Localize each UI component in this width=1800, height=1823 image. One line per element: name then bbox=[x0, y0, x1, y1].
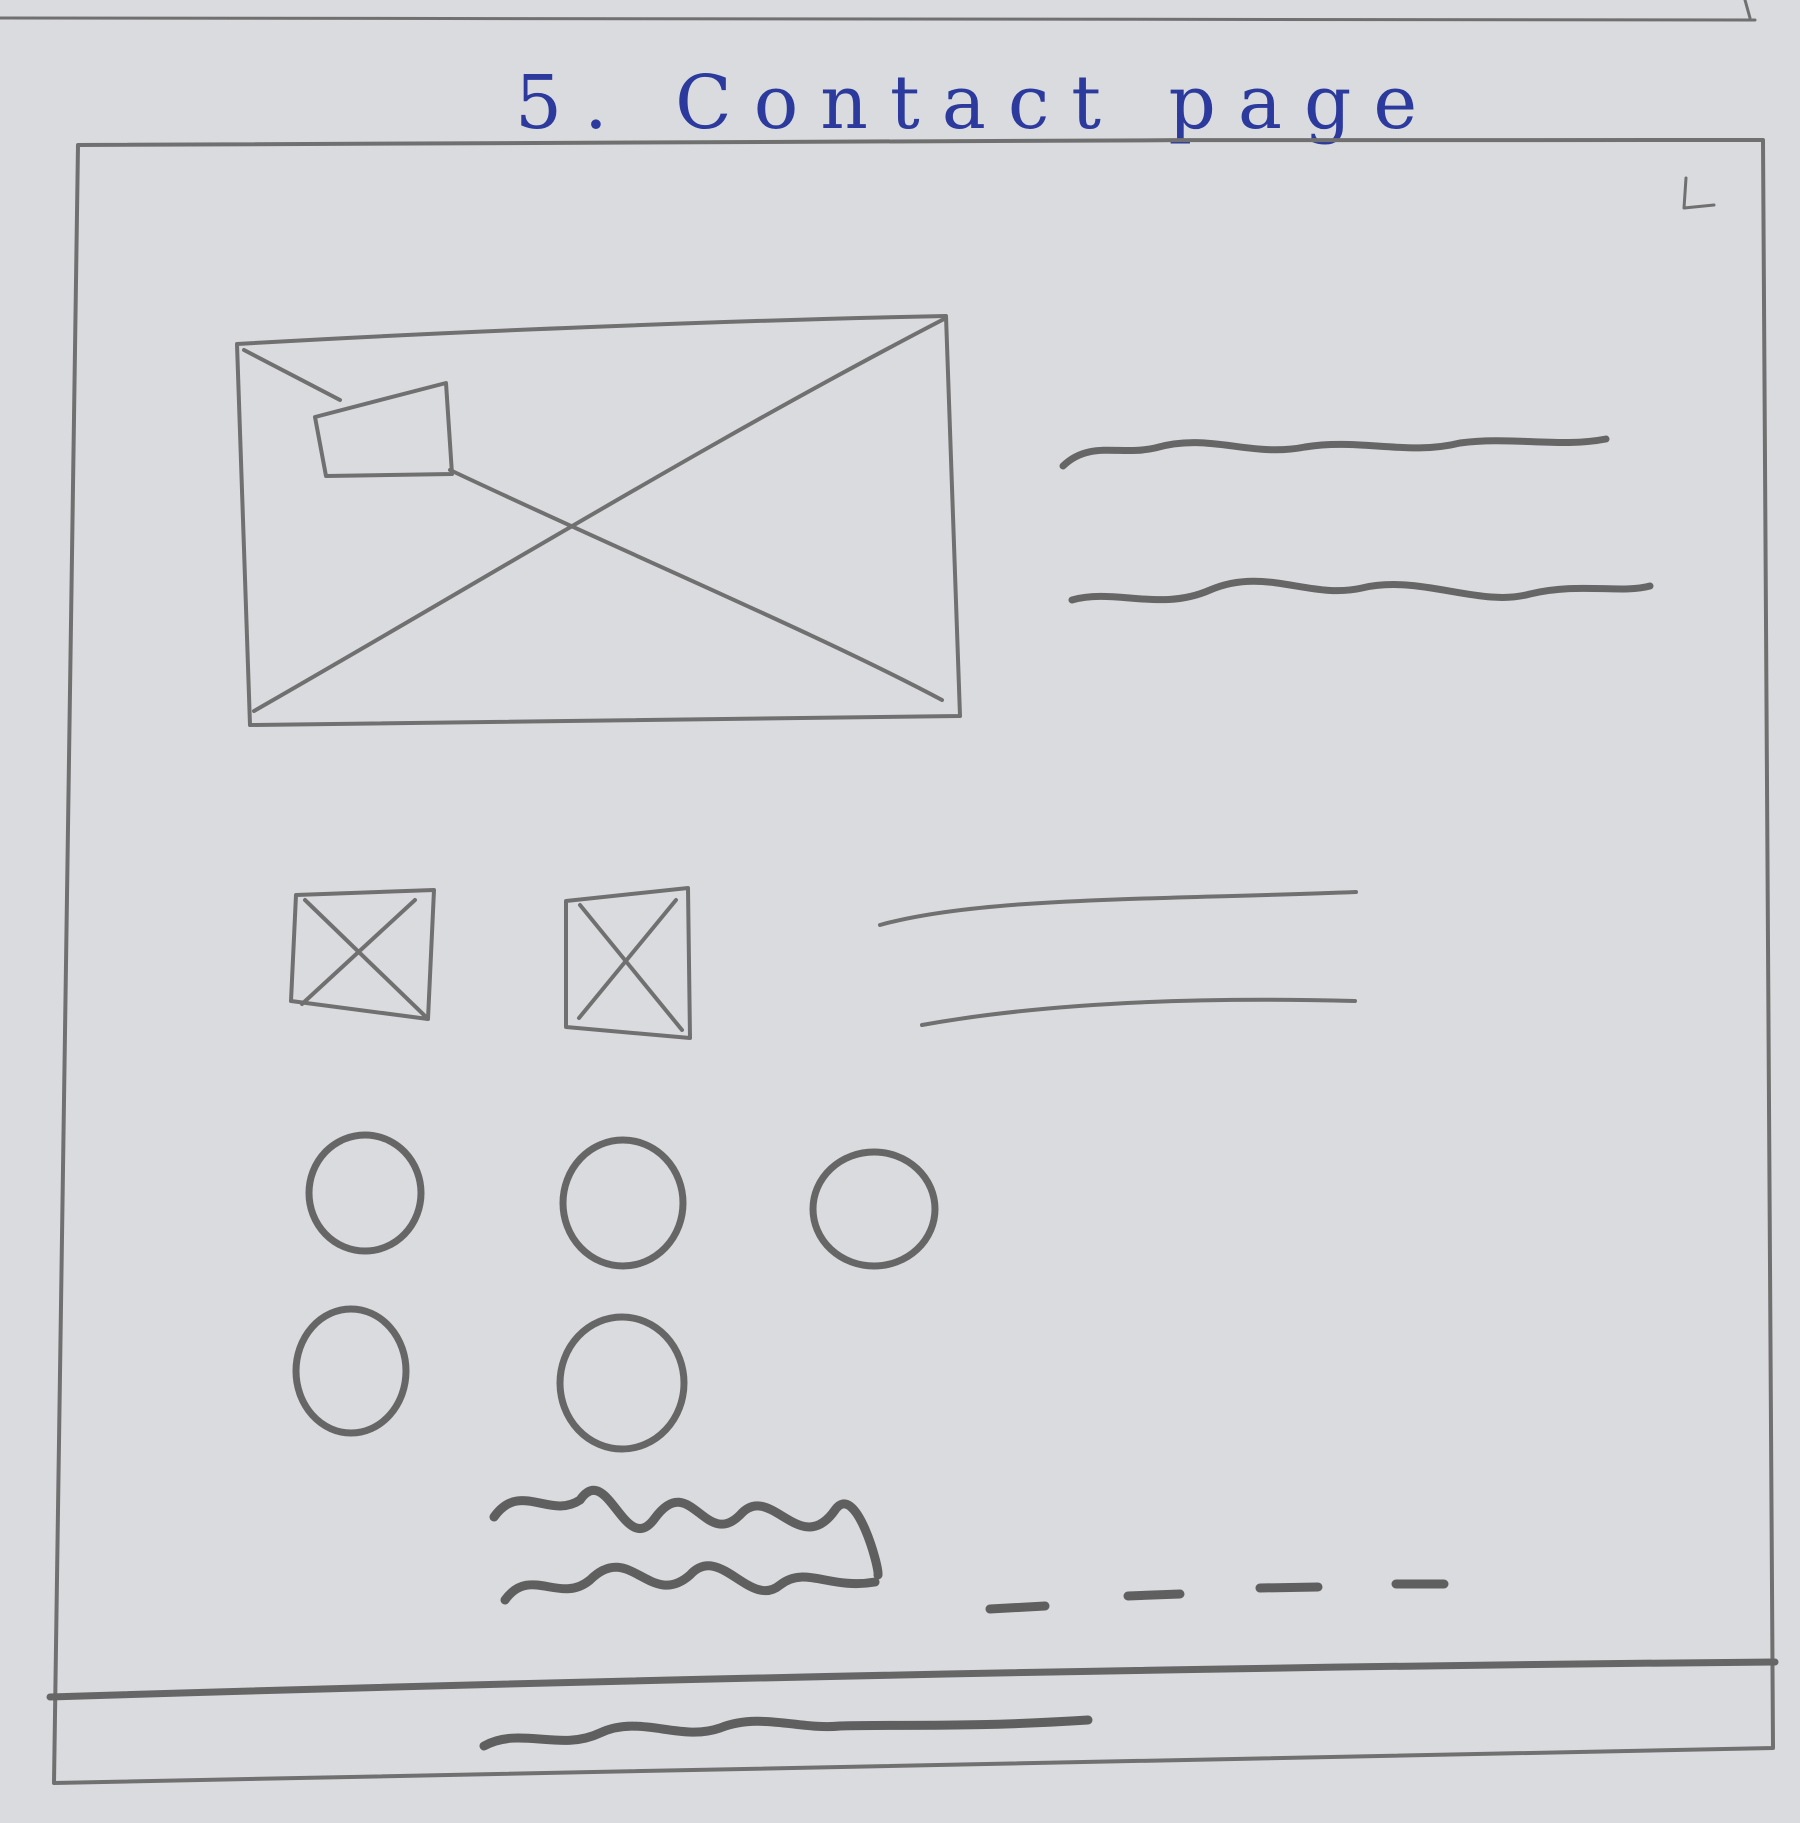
small-image-placeholder bbox=[313, 381, 454, 478]
radio-option-3[interactable] bbox=[809, 1148, 939, 1270]
form-line-2[interactable] bbox=[920, 997, 1357, 1027]
handwritten-scribble-icon bbox=[489, 1486, 883, 1605]
hero-image-frame bbox=[235, 314, 962, 727]
checkbox-1[interactable] bbox=[289, 888, 436, 1021]
captcha-row bbox=[489, 1486, 1449, 1614]
hero-image-placeholder bbox=[235, 314, 962, 727]
radio-option-2[interactable] bbox=[559, 1136, 687, 1270]
contact-info-line-2 bbox=[1068, 577, 1654, 604]
radio-option-1[interactable] bbox=[305, 1131, 425, 1255]
radio-option-group bbox=[292, 1131, 939, 1453]
page-title: 5. Contact page bbox=[515, 60, 1439, 146]
corner-mark-icon bbox=[1682, 176, 1716, 210]
checkbox-2[interactable] bbox=[564, 886, 692, 1040]
footer-divider bbox=[46, 1658, 1779, 1701]
form-lines bbox=[878, 890, 1358, 1027]
form-line-1[interactable] bbox=[878, 890, 1358, 927]
outer-page-frame bbox=[52, 138, 1775, 1785]
footer-text-scribble bbox=[479, 1715, 1093, 1751]
radio-option-4[interactable] bbox=[292, 1305, 410, 1437]
page-top-edge bbox=[0, 0, 1757, 22]
radio-option-5[interactable] bbox=[556, 1313, 688, 1453]
hero-image-cross-line-b bbox=[242, 348, 944, 702]
footer bbox=[46, 1658, 1779, 1751]
contact-info-line-1 bbox=[1059, 435, 1610, 470]
checkbox-row bbox=[289, 886, 692, 1040]
contact-info-lines bbox=[1059, 435, 1654, 604]
captcha-input-dashes[interactable] bbox=[985, 1579, 1449, 1614]
hero-image-cross-line-a bbox=[252, 316, 948, 713]
